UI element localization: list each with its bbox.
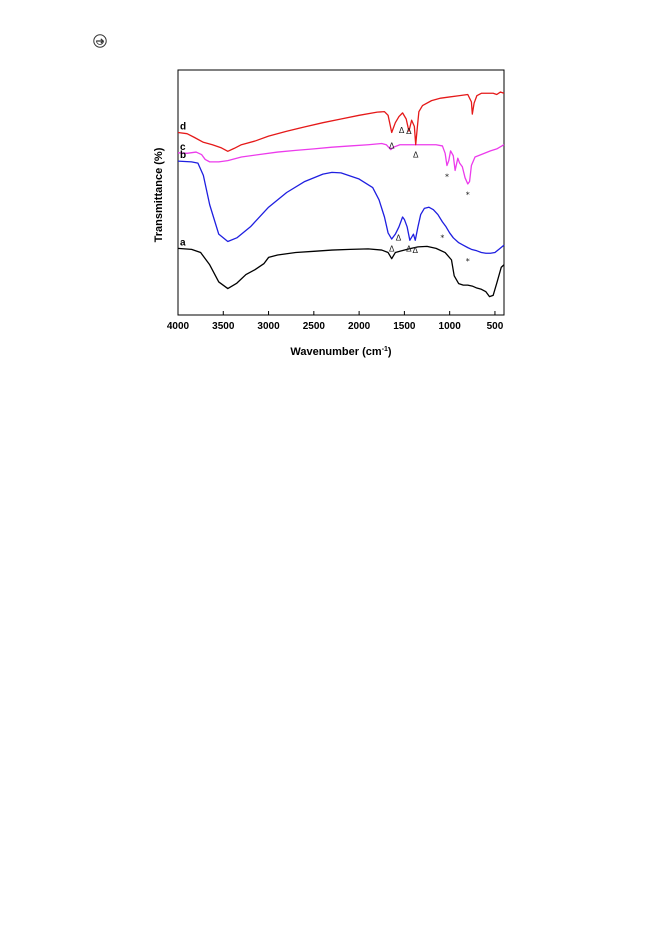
x-tick-label: 3500 [212, 321, 235, 332]
x-tick-label: 4000 [167, 321, 190, 332]
series-label-c: c [180, 142, 186, 153]
x-tick-label: 1000 [439, 321, 462, 332]
series-label-a: a [180, 237, 186, 248]
delta-marker: Δ [396, 234, 402, 243]
asterisk-marker: * [466, 191, 470, 200]
delta-marker: Δ [389, 245, 395, 254]
x-tick-label: 2500 [303, 321, 326, 332]
series-line-a [177, 245, 505, 298]
delta-marker: Δ [413, 246, 419, 255]
circle-arrow-icon [93, 34, 107, 48]
x-axis-title: Wavenumber (cm-1) [290, 346, 392, 358]
x-tick-label: 2000 [348, 321, 371, 332]
series-line-d [177, 91, 505, 152]
series-line-b [177, 160, 505, 254]
x-tick-label: 1500 [393, 321, 416, 332]
series-layer [177, 91, 505, 298]
delta-marker: Δ [406, 127, 412, 136]
series-label-d: d [180, 121, 186, 132]
asterisk-marker: * [440, 234, 444, 243]
series-label-layer: a bcd [180, 121, 186, 248]
x-ticks: 4000 3500 3000 2500 2000 1500 1000 500 [167, 311, 504, 332]
delta-marker: Δ [389, 142, 395, 151]
delta-marker: Δ [413, 150, 419, 159]
plot-frame [177, 69, 505, 316]
x-tick-label: 3000 [257, 321, 280, 332]
y-axis-title: Transmittance (%) [153, 147, 165, 242]
series-label-b: b [180, 150, 186, 161]
asterisk-marker: * [466, 257, 470, 266]
x-tick-label: 500 [487, 321, 504, 332]
delta-marker: Δ [399, 126, 405, 135]
asterisk-marker: * [445, 172, 449, 181]
series-line-c [177, 142, 505, 185]
delta-marker: Δ [406, 245, 412, 254]
